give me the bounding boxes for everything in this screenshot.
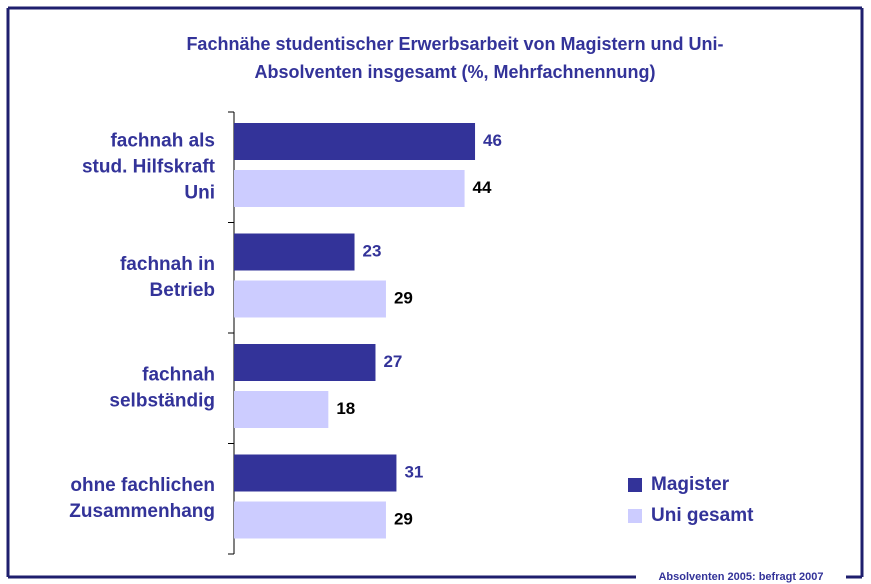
data-label: 29: [394, 288, 413, 307]
bar: [234, 344, 376, 381]
y-tick-label: fachnah selbständig: [109, 364, 215, 411]
data-label: 31: [404, 462, 423, 481]
data-label: 18: [336, 399, 355, 418]
y-tick-label: fachnah als stud. Hilfskraft Uni: [82, 130, 216, 203]
bar: [234, 454, 397, 492]
legend-label: Uni gesamt: [651, 505, 754, 526]
y-tick-label: ohne fachlichen Zusammenhang: [69, 475, 215, 522]
bar: [234, 233, 355, 271]
legend-swatch: [628, 478, 642, 492]
y-tick-label: fachnah in Betrieb: [120, 254, 215, 301]
bar: [234, 280, 386, 318]
data-label: 44: [473, 178, 492, 197]
bar: [234, 123, 476, 160]
data-label: 23: [363, 241, 382, 260]
legend-swatch: [628, 509, 642, 523]
footnote: Absolventen 2005: befragt 2007: [658, 571, 823, 583]
data-label: 29: [394, 509, 413, 528]
data-label: 46: [483, 131, 502, 150]
bar: [234, 391, 329, 428]
bar: [234, 501, 386, 539]
legend-label: Magister: [651, 474, 730, 495]
data-label: 27: [383, 352, 402, 371]
chart-title: Fachnähe studentischer Erwerbsarbeit von…: [186, 34, 723, 82]
bar: [234, 170, 465, 207]
